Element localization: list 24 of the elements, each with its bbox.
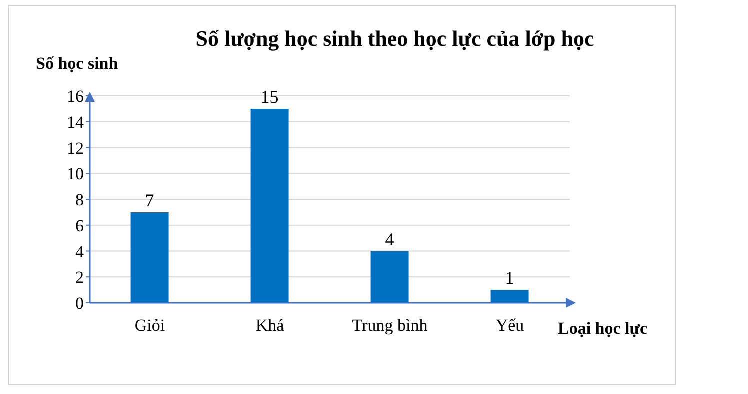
data-label: 7 xyxy=(145,190,154,210)
y-tick-label: 2 xyxy=(76,268,84,288)
y-axis-title: Số học sinh xyxy=(36,54,118,74)
y-tick-label: 12 xyxy=(67,138,84,158)
x-axis-title: Loại học lực xyxy=(558,319,648,339)
bar xyxy=(130,212,169,303)
y-tick-label: 10 xyxy=(67,164,84,184)
chart-title: Số lượng học sinh theo học lực của lớp học xyxy=(194,26,596,52)
y-tick-label: 6 xyxy=(76,216,84,236)
data-label: 15 xyxy=(260,86,279,107)
y-tick-label: 16 xyxy=(67,87,84,106)
bar xyxy=(490,290,529,303)
data-label: 4 xyxy=(385,229,394,250)
y-tick-label: 14 xyxy=(67,112,84,132)
bar xyxy=(250,108,289,303)
x-tick-label: Trung bình xyxy=(352,316,428,336)
x-tick-label: Khá xyxy=(256,316,285,336)
y-tick-label: 0 xyxy=(76,294,84,314)
bar xyxy=(370,251,409,303)
x-tick-label: Giỏi xyxy=(134,316,166,336)
x-tick-label: Yếu xyxy=(496,316,525,336)
y-tick-label: 4 xyxy=(76,242,84,262)
data-label: 1 xyxy=(505,268,514,288)
y-tick-label: 8 xyxy=(76,190,84,210)
